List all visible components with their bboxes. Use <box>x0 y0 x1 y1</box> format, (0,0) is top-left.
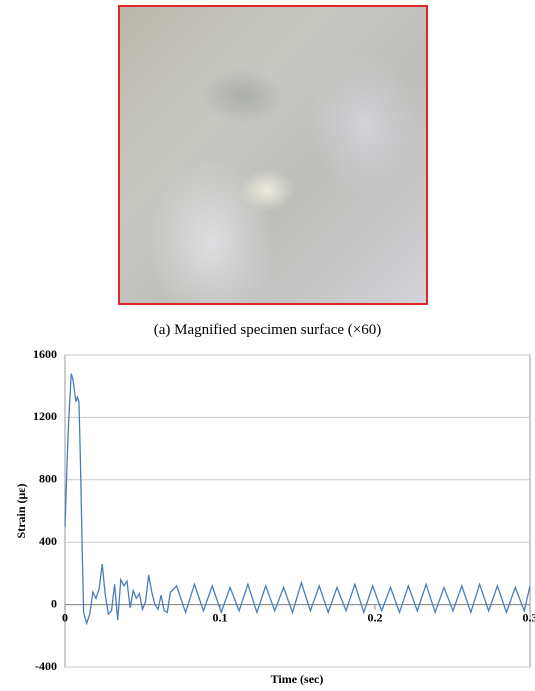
y-tick-label: 800 <box>39 472 57 486</box>
specimen-photo <box>118 5 428 305</box>
photo-caption: (a) Magnified specimen surface (×60) <box>153 322 382 338</box>
y-tick-label: -400 <box>35 659 57 673</box>
x-tick-label: 0 <box>62 610 68 624</box>
y-tick-label: 1200 <box>33 409 57 423</box>
chart: Strain (με) Time (sec) -400 0 400 800 1200 16… <box>14 347 535 686</box>
x-tick-label: 0.1 <box>213 610 228 624</box>
x-tick-label: 0.3 <box>523 610 535 624</box>
plot-frame <box>64 354 531 668</box>
y-tick-label: 1600 <box>33 347 57 361</box>
y-axis-label: Strain (με) <box>14 484 28 539</box>
y-tick-label: 0 <box>51 596 57 610</box>
y-tick-label: 400 <box>39 534 57 548</box>
data-line <box>64 373 531 626</box>
x-axis-label: Time (sec) <box>271 672 324 686</box>
x-tick-label: 0.2 <box>368 610 383 624</box>
